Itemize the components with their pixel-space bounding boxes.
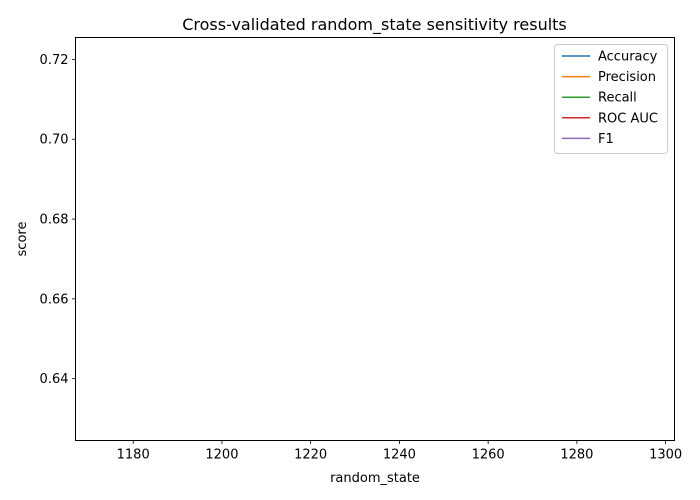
plot-frame (75, 37, 675, 441)
x-tick-label: 1300 (649, 448, 682, 463)
legend-label: Precision (598, 70, 656, 85)
legend-label: Recall (598, 91, 637, 106)
x-tick-label: 1260 (472, 448, 505, 463)
plot-area (75, 37, 675, 441)
x-tick-label: 1180 (117, 448, 150, 463)
x-tick-label: 1220 (294, 448, 327, 463)
y-tick-label: 0.70 (40, 133, 69, 148)
x-tick-label: 1240 (383, 448, 416, 463)
legend-item: F1 (562, 132, 614, 147)
y-tick-label: 0.72 (40, 53, 69, 68)
y-axis-label: score (15, 222, 30, 257)
legend-item: Recall (562, 91, 637, 106)
legend-frame (554, 44, 668, 154)
y-tick-label: 0.68 (40, 213, 69, 228)
y-axis-ticks: 0.64 0.66 0.68 0.70 0.72 (40, 53, 76, 387)
legend-label: F1 (598, 132, 614, 147)
y-tick-label: 0.64 (40, 372, 69, 387)
chart-title: Cross-validated random_state sensitivity… (182, 15, 567, 35)
legend-item: Accuracy (562, 50, 658, 65)
x-tick-label: 1280 (560, 448, 593, 463)
legend-item: ROC AUC (562, 111, 658, 126)
legend-item: Precision (562, 70, 656, 85)
x-axis-label: random_state (330, 471, 420, 486)
y-tick-label: 0.66 (40, 292, 69, 307)
legend-label: ROC AUC (598, 111, 658, 126)
legend: Accuracy Precision Recall ROC AUC F1 (554, 44, 668, 154)
x-tick-label: 1200 (205, 448, 238, 463)
x-axis-ticks: 1180 1200 1220 1240 1260 1280 1300 (117, 440, 682, 463)
legend-label: Accuracy (598, 50, 658, 65)
